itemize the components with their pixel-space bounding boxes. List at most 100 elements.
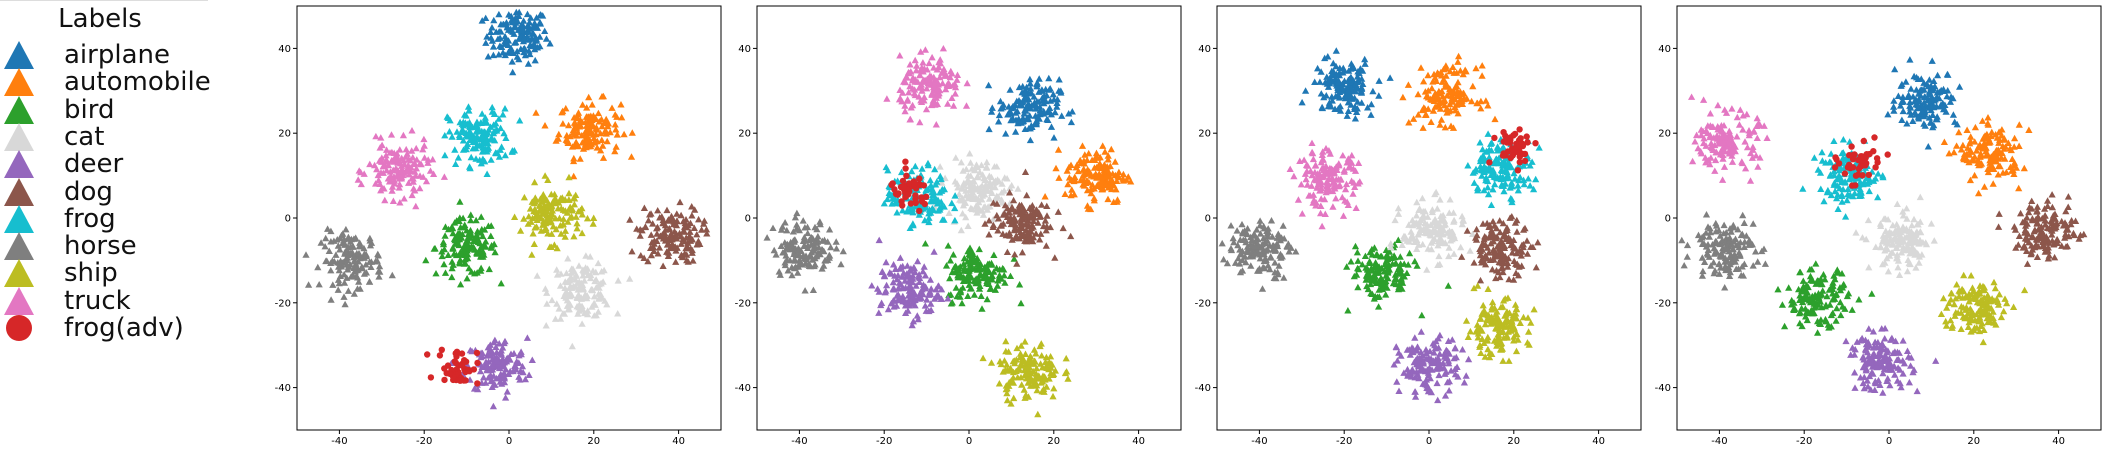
cluster-airplane — [985, 74, 1076, 144]
data-point — [489, 43, 498, 50]
data-point — [1416, 205, 1424, 212]
data-point — [1101, 148, 1109, 155]
data-point — [1503, 137, 1511, 144]
data-point — [1342, 185, 1350, 193]
data-point — [356, 239, 364, 246]
data-point — [1324, 83, 1333, 90]
data-point — [1489, 298, 1497, 306]
data-point — [495, 115, 503, 122]
data-point — [512, 23, 520, 31]
data-point — [1817, 316, 1825, 323]
data-point — [1445, 244, 1453, 251]
data-point — [807, 262, 815, 270]
data-point — [925, 206, 934, 213]
data-point — [472, 155, 480, 162]
data-point — [1427, 232, 1435, 239]
data-point — [1255, 250, 1263, 257]
data-point — [1010, 196, 1018, 204]
data-point — [1953, 142, 1961, 149]
data-point — [375, 157, 384, 164]
data-point — [1027, 375, 1035, 383]
data-point — [1966, 139, 1974, 147]
data-point — [637, 252, 645, 259]
data-point — [590, 292, 598, 300]
data-point — [1413, 245, 1421, 252]
data-point — [1803, 281, 1811, 289]
data-point — [1107, 145, 1115, 153]
data-point — [481, 226, 489, 233]
data-point — [1436, 331, 1444, 339]
data-point — [317, 239, 325, 246]
data-point — [1394, 204, 1402, 212]
data-point — [1464, 162, 1472, 169]
data-point — [1391, 216, 1399, 224]
data-point — [920, 93, 928, 101]
data-point — [343, 261, 351, 268]
data-point — [1525, 328, 1533, 335]
data-point — [1465, 355, 1473, 363]
data-point — [1081, 151, 1089, 158]
cluster-bird — [1774, 260, 1876, 336]
data-point — [1499, 173, 1507, 181]
data-point — [1023, 83, 1031, 91]
data-point — [1251, 243, 1259, 250]
data-point — [516, 376, 524, 383]
data-point — [1308, 171, 1316, 179]
data-point — [341, 241, 349, 248]
data-point — [1330, 169, 1338, 177]
data-point — [1424, 245, 1432, 252]
data-point — [1478, 172, 1486, 179]
data-point — [648, 238, 656, 246]
data-point — [1899, 98, 1907, 105]
data-point — [1021, 89, 1029, 96]
data-point — [944, 295, 952, 302]
data-point — [1445, 360, 1453, 367]
data-point — [355, 242, 363, 250]
data-point — [1345, 164, 1353, 171]
data-point — [1341, 197, 1349, 204]
data-point — [1310, 196, 1318, 203]
data-point — [501, 37, 509, 44]
data-point — [1317, 195, 1325, 202]
cluster-bird — [1343, 236, 1452, 319]
data-point — [586, 274, 595, 282]
data-point — [1959, 141, 1967, 149]
data-point — [1029, 382, 1037, 389]
data-point — [570, 157, 578, 165]
data-point — [653, 230, 661, 237]
data-point — [647, 244, 655, 251]
y-tick-label: 0 — [285, 214, 291, 225]
data-point — [1796, 292, 1804, 299]
data-point — [1013, 260, 1021, 267]
data-point — [1300, 156, 1308, 163]
data-point — [1472, 64, 1480, 72]
data-point — [1517, 135, 1524, 142]
data-point — [1397, 276, 1405, 284]
data-point — [562, 104, 570, 112]
data-point — [1432, 221, 1440, 229]
data-point — [490, 16, 498, 24]
data-point — [1325, 180, 1333, 188]
data-point — [1503, 332, 1511, 339]
data-point — [1079, 172, 1087, 179]
data-point — [1361, 55, 1369, 63]
data-point — [487, 34, 495, 41]
data-point — [1083, 186, 1092, 194]
data-point — [1063, 167, 1071, 174]
data-point — [1092, 170, 1100, 177]
data-point — [963, 79, 971, 87]
data-point — [916, 118, 924, 126]
data-point — [903, 172, 910, 179]
data-point — [904, 96, 912, 103]
data-point — [791, 213, 799, 221]
data-point — [1012, 128, 1020, 135]
data-point — [839, 247, 847, 255]
data-point — [485, 351, 493, 359]
data-point — [1007, 116, 1015, 124]
data-point — [1528, 158, 1536, 165]
x-tick-label: 20 — [587, 436, 600, 447]
data-point — [1840, 280, 1848, 288]
data-point — [478, 133, 486, 140]
data-point — [574, 142, 583, 150]
data-point — [1055, 174, 1063, 181]
